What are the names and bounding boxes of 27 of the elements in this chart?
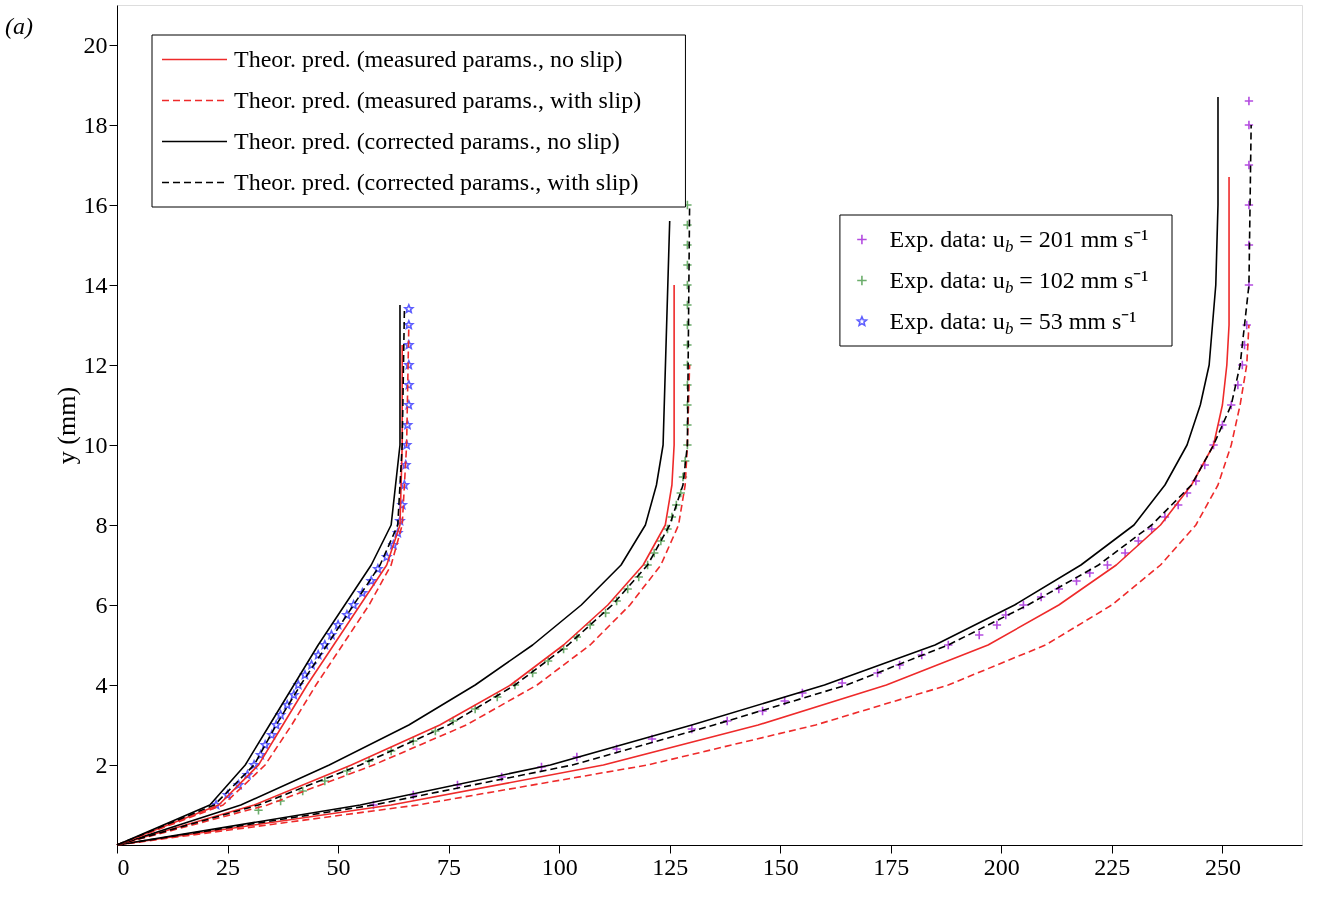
legend-label: Theor. pred. (measured params., with slip) [234, 86, 642, 113]
x-tick-label: 100 [541, 853, 578, 880]
y-tick-label: 6 [95, 591, 108, 618]
x-tick-label: 150 [762, 853, 799, 880]
y-tick-label: 10 [83, 431, 108, 458]
x-tick-label: 200 [983, 853, 1020, 880]
legend-label: Theor. pred. (measured params., no slip) [234, 45, 623, 72]
x-tick-label: 250 [1204, 853, 1241, 880]
legend-label: Theor. pred. (corrected params., no slip) [234, 127, 620, 154]
x-tick-label: 175 [873, 853, 910, 880]
legend-label: Theor. pred. (corrected params., with slip) [234, 168, 639, 195]
y-tick-label: 20 [83, 31, 108, 58]
y-tick-label: 18 [83, 111, 108, 138]
text: (a) [5, 13, 33, 39]
x-tick-label: 50 [326, 853, 351, 880]
x-tick-label: 25 [216, 853, 241, 880]
y-axis-title: y (mm) [51, 386, 81, 465]
y-tick-label: 4 [95, 671, 108, 698]
x-tick-label: 225 [1094, 853, 1131, 880]
y-tick-label: 8 [95, 511, 108, 538]
x-tick-label: 125 [652, 853, 689, 880]
y-tick-label: 12 [83, 351, 108, 378]
y-tick-label: 16 [83, 191, 108, 218]
x-tick-label: 0 [117, 853, 130, 880]
x-tick-label: 75 [437, 853, 462, 880]
y-tick-label: 14 [83, 271, 108, 298]
y-tick-label: 2 [95, 751, 108, 778]
